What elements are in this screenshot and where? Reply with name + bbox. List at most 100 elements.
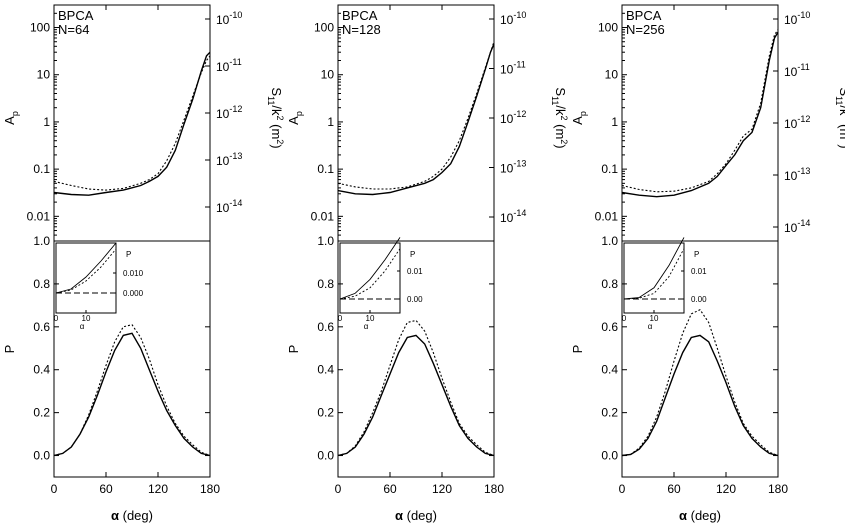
ap-panel: 0.01 0.1 1 10 100 10-10 10-11 10-12 10-13 10-14 BP… [2,4,285,242]
inset-frame [339,242,401,314]
inset-y-axis-label: P [694,250,699,259]
y-tick-label: 1.0 [33,234,50,248]
y-tick-label: 0.2 [33,406,50,420]
x-tick-label: 0 [619,482,626,496]
right-y-tick-label: 10-11 [784,62,810,79]
right-y-tick-label: 10-14 [784,218,810,235]
inset-y-tick-label: 0.000 [123,289,144,298]
series-line-solid [623,237,685,300]
y-tick-label: 10 [37,68,51,82]
right-y-tick-label: 10-10 [500,10,526,27]
y-tick-label: 1 [327,115,334,129]
series-line-dotted [337,41,495,190]
series-line-solid [337,334,495,457]
inset-x-tick-label: 10 [366,314,375,323]
y-tick-label: 0.01 [311,209,335,223]
ap-panel: 0.01 0.1 1 10 100 10-10 10-11 10-12 10-13 10-14 BP… [286,4,569,242]
x-axis-label: α (deg) [395,508,437,523]
annotation-method: BPCA [342,8,378,23]
series-line-solid [337,43,495,196]
inset-x-axis-label: α [364,322,369,331]
polarization-panel: 0.0 0.2 0.4 0.6 0.8 1.0 0 60 120 180 Pα (deg) 0 10 0.… [570,5,788,523]
y-tick-label: 1 [611,115,618,129]
y-tick-label: 100 [598,21,618,35]
inset-x-tick-label: 10 [82,314,91,323]
x-tick-label: 120 [148,482,168,496]
inset-plot: 0 10 0.00 0.01 Pα [338,237,423,331]
x-tick-label: 60 [383,482,397,496]
inset-y-tick-label: 0.00 [407,295,423,304]
inset-y-tick-label: 0.01 [691,267,707,276]
inset-plot: 0 10 0.000 0.010 Pα [54,242,144,331]
series-line-dotted [621,29,779,193]
y-tick-label: 100 [314,21,334,35]
panel-column-1: 0.010.111010010-1010-1110-1210-1310-14BP… [2,4,285,523]
y-tick-label: 0.8 [317,277,334,291]
x-tick-label: 0 [51,482,58,496]
y-axis-label-p: P [2,345,17,354]
y-tick-label: 0.1 [317,162,334,176]
series-line-solid [621,31,779,198]
y-axis-label-ap: Ap [286,111,304,125]
series-line-dotted [55,248,117,294]
y-tick-label: 1.0 [601,234,618,248]
inset-y-axis-label: P [126,250,131,259]
y-tick-label: 100 [30,21,50,35]
right-y-tick-label: 10-12 [784,114,810,131]
y-tick-label: 0.4 [317,363,334,377]
plot-frame [621,240,779,478]
x-axis-label: α (deg) [679,508,721,523]
panel-column-3: 0.010.111010010-1010-1110-1210-1310-14BP… [570,4,845,523]
series-line-solid [339,237,401,300]
right-y-tick-label: 10-13 [500,159,526,176]
right-y-tick-label: 10-11 [216,57,242,74]
plot-frame [337,240,495,478]
x-tick-label: 120 [432,482,452,496]
annotation-size: N=128 [342,22,381,37]
inset-x-tick-label: 0 [54,314,59,323]
y-tick-label: 1 [43,115,50,129]
inset-x-tick-label: 0 [338,314,343,323]
right-y-tick-label: 10-12 [500,109,526,126]
annotation-size: N=256 [626,22,665,37]
x-tick-label: 120 [716,482,736,496]
y-tick-label: 0.4 [33,363,50,377]
y-tick-label: 0.8 [33,277,50,291]
y-tick-label: 0.2 [601,406,618,420]
y-tick-label: 0.6 [601,320,618,334]
inset-y-tick-label: 0.01 [407,267,423,276]
x-tick-label: 60 [99,482,113,496]
series-line-dotted [623,248,685,300]
y-axis-label-s11: S11/k2 (m2) [834,87,845,148]
series-line-solid [55,242,117,294]
series-line-solid [53,51,211,196]
y-axis-label-p: P [570,345,585,354]
y-tick-label: 0.6 [33,320,50,334]
series-line-dotted [339,248,401,300]
annotation-method: BPCA [58,8,94,23]
right-y-tick-label: 10-13 [784,166,810,183]
y-tick-label: 0.1 [33,162,50,176]
inset-plot: 0 10 0.00 0.01 Pα [622,237,707,331]
y-tick-label: 0.0 [33,449,50,463]
inset-y-tick-label: 0.010 [123,269,144,278]
x-tick-label: 60 [667,482,681,496]
series-line-dotted [337,319,495,457]
right-y-tick-label: 10-10 [216,10,242,27]
y-tick-label: 0.2 [317,406,334,420]
y-tick-label: 0.4 [601,363,618,377]
plot-frame [337,4,495,242]
plot-frame [53,240,211,478]
series-line-dotted [53,324,211,457]
series-line-solid [621,334,779,457]
y-tick-label: 10 [605,68,619,82]
inset-x-axis-label: α [648,322,653,331]
y-tick-label: 0.01 [27,209,51,223]
x-tick-label: 180 [768,482,788,496]
plot-frame [53,4,211,242]
y-tick-label: 0.8 [601,277,618,291]
y-axis-label-ap: Ap [570,111,588,125]
y-tick-label: 0.0 [317,449,334,463]
inset-y-tick-label: 0.00 [691,295,707,304]
